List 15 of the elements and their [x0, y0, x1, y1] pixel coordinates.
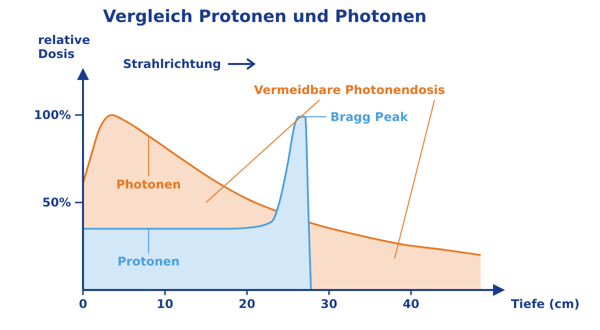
- annotation: Bragg Peak: [330, 110, 409, 124]
- y-tick-label: 50%: [42, 196, 71, 210]
- annotation: Vermeidbare Photonendosis: [254, 83, 445, 97]
- x-tick-label: 20: [238, 297, 256, 311]
- x-tick-label: 40: [402, 297, 420, 311]
- series-label: Photonen: [116, 178, 181, 192]
- x-axis-title: Tiefe (cm): [511, 297, 580, 311]
- y-axis-title: relative Dosis: [38, 33, 90, 61]
- legend-label: Protonen: [118, 254, 180, 268]
- chart-title: Vergleich Protonen und Photonen: [103, 7, 427, 27]
- x-tick-label: 10: [156, 297, 174, 311]
- x-tick-label: 30: [320, 297, 338, 311]
- x-tick-label: 0: [78, 297, 88, 311]
- text: Strahlrichtung: [123, 57, 222, 71]
- y-tick-label: 100%: [34, 108, 71, 122]
